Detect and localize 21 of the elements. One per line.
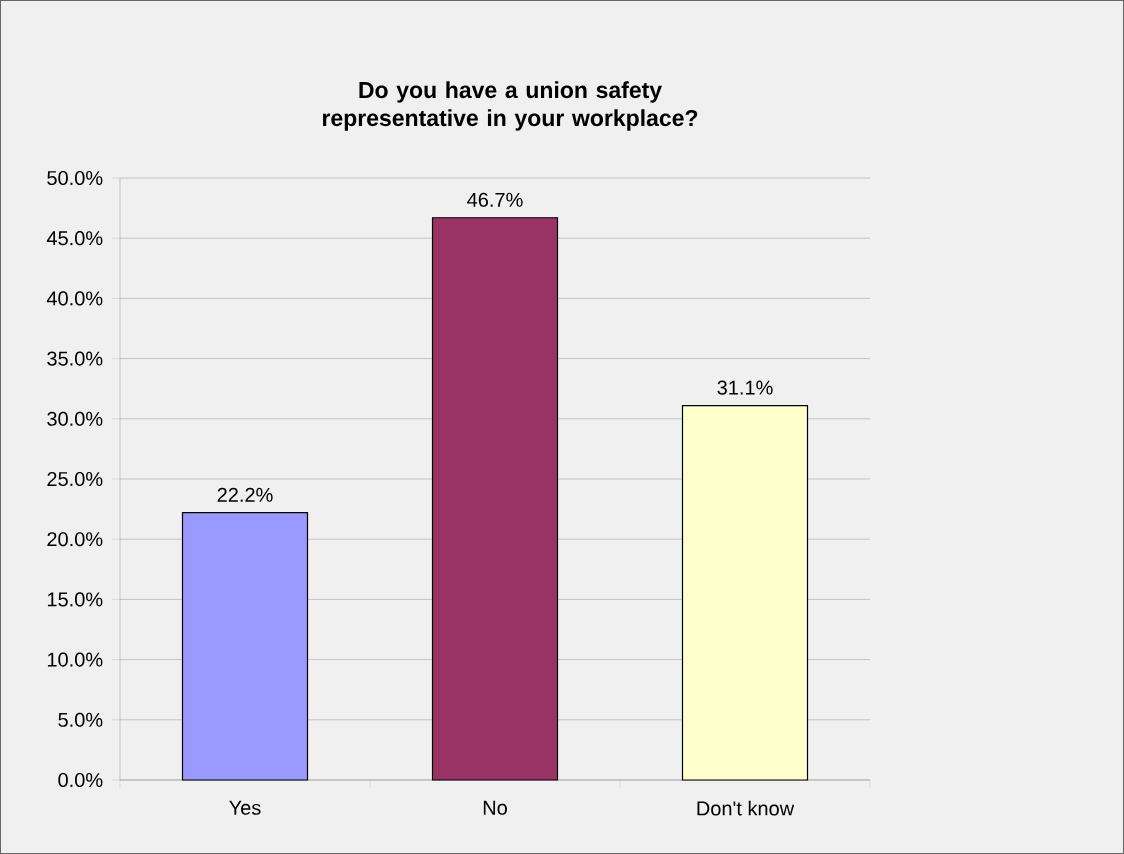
- bar: [431, 217, 559, 781]
- y-tick-label: 35.0%: [47, 351, 103, 366]
- y-tick-label: 45.0%: [46, 231, 103, 246]
- data-label: 31.1%: [717, 380, 773, 395]
- bar: [681, 404, 809, 781]
- x-tick-label: Don't know: [697, 800, 795, 816]
- data-label: 46.7%: [467, 192, 523, 207]
- data-label: 22.2%: [217, 487, 273, 502]
- x-tick-label: Yes: [229, 800, 261, 815]
- x-tick-label: No: [483, 800, 507, 815]
- y-tick-label: 40.0%: [46, 291, 103, 306]
- y-tick-label: 0.0%: [58, 772, 103, 788]
- chart-title: Do you have a union safety representative in your workplace?: [322, 81, 698, 131]
- y-tick-label: 25.0%: [47, 471, 103, 487]
- y-tick-label: 5.0%: [58, 712, 103, 727]
- y-tick-label: 15.0%: [47, 592, 103, 607]
- y-tick-label: 10.0%: [47, 652, 103, 667]
- y-tick-label: 20.0%: [47, 532, 103, 547]
- y-tick-label: 30.0%: [47, 411, 103, 426]
- y-tick-label: 50.0%: [47, 170, 103, 186]
- bar: [181, 512, 309, 781]
